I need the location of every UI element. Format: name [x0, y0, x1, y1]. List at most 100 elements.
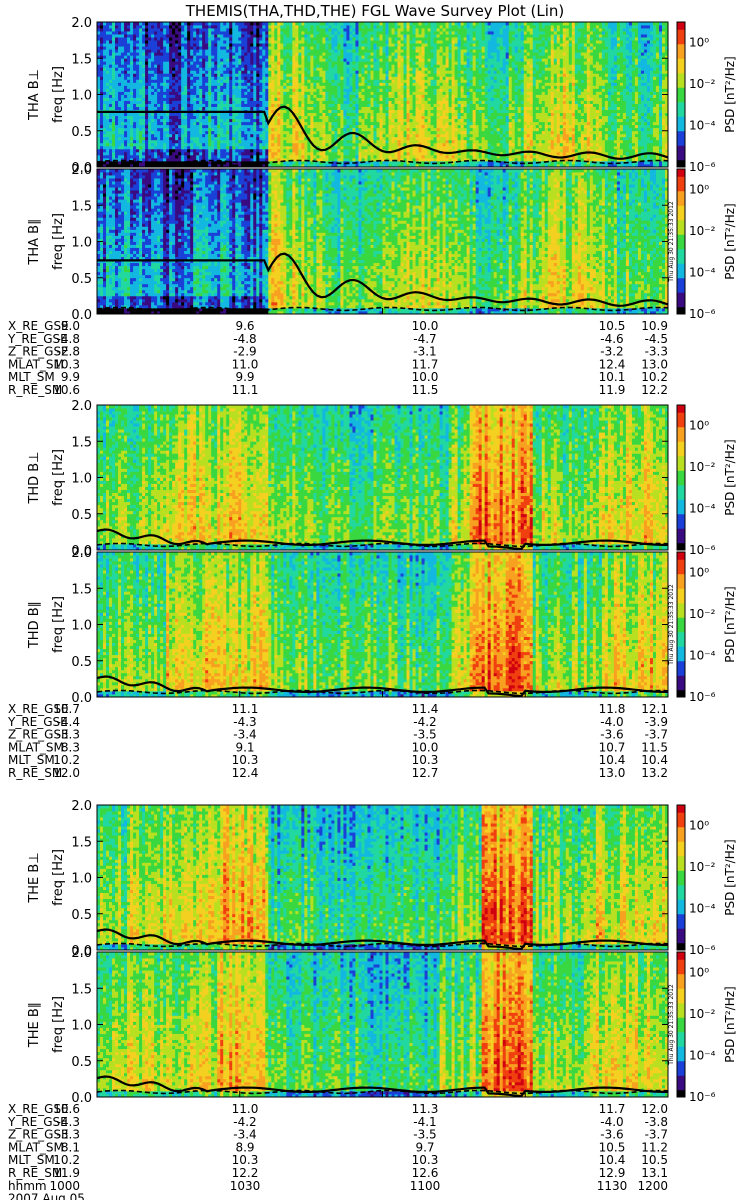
heatmap-cell — [337, 118, 341, 123]
heatmap-cell — [202, 22, 206, 26]
heatmap-cell — [214, 127, 218, 132]
heatmap-cell — [175, 28, 179, 32]
heatmap-cell — [310, 85, 314, 89]
heatmap-cell — [259, 112, 263, 117]
heatmap-cell — [385, 70, 389, 74]
heatmap-cell — [238, 49, 242, 53]
heatmap-cell — [196, 82, 200, 86]
heatmap-cell — [316, 22, 320, 26]
heatmap-cell — [157, 82, 161, 86]
heatmap-cell — [253, 154, 257, 159]
heatmap-cell — [340, 79, 344, 83]
heatmap-cell — [181, 106, 185, 110]
heatmap-cell — [124, 157, 128, 162]
heatmap-cell — [265, 145, 269, 150]
heatmap-cell — [178, 67, 182, 71]
heatmap-cell — [253, 82, 257, 86]
heatmap-cell — [190, 43, 194, 47]
heatmap-cell — [109, 34, 113, 38]
heatmap-cell — [205, 145, 209, 150]
heatmap-cell — [367, 106, 371, 110]
heatmap-cell — [157, 67, 161, 71]
heatmap-cell — [214, 46, 218, 50]
heatmap-cell — [160, 34, 164, 38]
heatmap-cell — [289, 97, 293, 101]
heatmap-cell — [304, 52, 308, 56]
heatmap-cell — [274, 151, 278, 156]
heatmap-cell — [385, 73, 389, 77]
heatmap-cell — [367, 109, 371, 114]
heatmap-cell — [319, 55, 323, 59]
heatmap-cell — [343, 103, 347, 107]
heatmap-cell — [169, 73, 173, 77]
heatmap-cell — [169, 154, 173, 159]
heatmap-cell — [397, 28, 401, 32]
heatmap-cell — [139, 85, 143, 89]
heatmap-cell — [370, 103, 374, 107]
heatmap-cell — [199, 37, 203, 41]
heatmap-cell — [259, 121, 263, 126]
heatmap-cell — [253, 88, 257, 92]
heatmap-cell — [163, 43, 167, 47]
heatmap-cell — [205, 97, 209, 101]
heatmap-cell — [229, 70, 233, 74]
heatmap-cell — [133, 70, 137, 74]
heatmap-cell — [328, 106, 332, 110]
heatmap-cell — [223, 61, 227, 65]
heatmap-cell — [394, 163, 398, 168]
heatmap-cell — [343, 112, 347, 117]
heatmap-cell — [124, 43, 128, 47]
heatmap-cell — [202, 127, 206, 132]
heatmap-cell — [289, 85, 293, 89]
heatmap-cell — [235, 37, 239, 41]
heatmap-cell — [352, 91, 356, 95]
heatmap-cell — [331, 73, 335, 77]
heatmap-cell — [181, 58, 185, 62]
heatmap-cell — [346, 76, 350, 80]
heatmap-cell — [217, 31, 221, 35]
heatmap-cell — [325, 136, 329, 141]
heatmap-cell — [256, 118, 260, 123]
heatmap-cell — [196, 127, 200, 132]
heatmap-cell — [244, 112, 248, 117]
heatmap-cell — [127, 22, 131, 26]
heatmap-cell — [376, 52, 380, 56]
heatmap-cell — [403, 115, 407, 120]
heatmap-cell — [130, 46, 134, 50]
heatmap-cell — [304, 160, 308, 165]
heatmap-cell — [139, 34, 143, 38]
heatmap-cell — [250, 100, 254, 104]
heatmap-cell — [112, 67, 116, 71]
heatmap-cell — [367, 124, 371, 129]
heatmap-cell — [202, 82, 206, 86]
heatmap-cell — [235, 61, 239, 65]
heatmap-cell — [349, 115, 353, 120]
heatmap-cell — [196, 121, 200, 126]
heatmap-cell — [121, 31, 125, 35]
heatmap-cell — [166, 76, 170, 80]
heatmap-cell — [331, 88, 335, 92]
heatmap-cell — [223, 49, 227, 53]
heatmap-cell — [322, 22, 326, 26]
heatmap-cell — [118, 118, 122, 123]
heatmap-cell — [232, 163, 236, 168]
heatmap-cell — [205, 136, 209, 141]
heatmap-cell — [205, 127, 209, 132]
heatmap-cell — [181, 67, 185, 71]
heatmap-cell — [121, 148, 125, 153]
heatmap-cell — [286, 127, 290, 132]
heatmap-cell — [211, 124, 215, 129]
heatmap-cell — [382, 118, 386, 123]
heatmap-cell — [151, 97, 155, 101]
heatmap-cell — [334, 136, 338, 141]
heatmap-cell — [160, 97, 164, 101]
heatmap-cell — [355, 31, 359, 35]
heatmap-cell — [124, 94, 128, 98]
heatmap-cell — [229, 67, 233, 71]
heatmap-cell — [202, 106, 206, 110]
heatmap-cell — [229, 82, 233, 86]
heatmap-cell — [340, 160, 344, 165]
heatmap-cell — [295, 61, 299, 65]
heatmap-cell — [115, 70, 119, 74]
heatmap-cell — [406, 142, 410, 147]
